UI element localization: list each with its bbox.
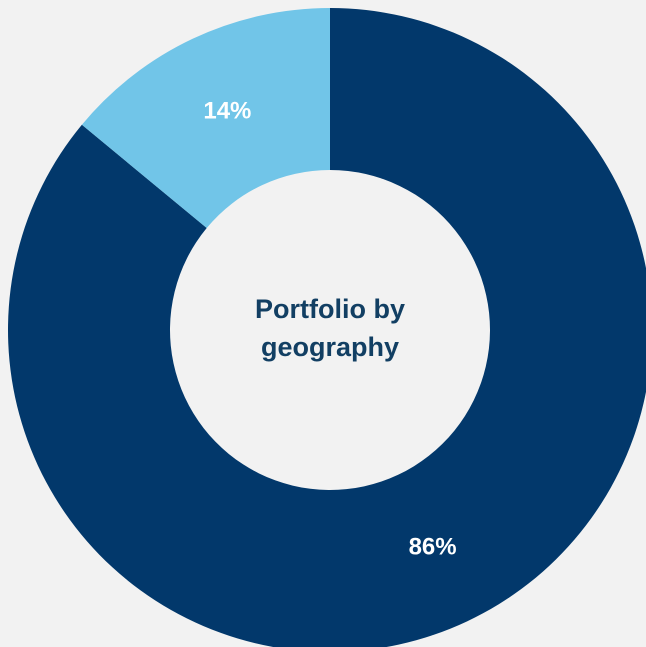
- donut-slice: [81, 8, 330, 229]
- chart-title: Portfolio by geography: [255, 294, 405, 362]
- donut-slice: [7, 8, 646, 647]
- data-label: 86%: [409, 533, 457, 560]
- data-label: 14%: [203, 97, 251, 124]
